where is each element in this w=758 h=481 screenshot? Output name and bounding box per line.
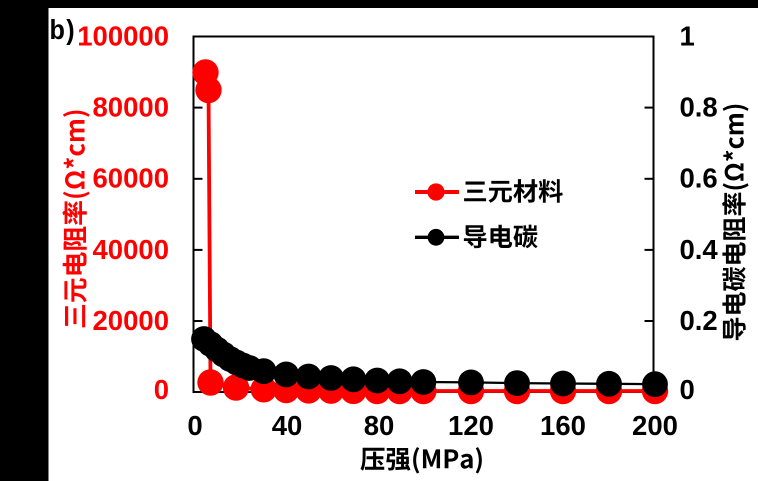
svg-text:80000: 80000 [93, 92, 169, 123]
svg-text:80: 80 [364, 410, 395, 441]
svg-text:0: 0 [154, 374, 169, 405]
svg-text:0.6: 0.6 [680, 163, 718, 194]
svg-text:0.4: 0.4 [680, 234, 719, 265]
svg-text:1: 1 [680, 20, 695, 51]
svg-text:160: 160 [540, 410, 586, 441]
svg-text:200: 200 [632, 410, 678, 441]
svg-text:0: 0 [680, 374, 695, 405]
svg-text:b): b) [50, 14, 76, 46]
svg-text:0: 0 [187, 410, 202, 441]
svg-text:0.2: 0.2 [680, 305, 718, 336]
svg-text:40000: 40000 [93, 234, 169, 265]
svg-text:0.8: 0.8 [680, 92, 718, 123]
svg-text:40: 40 [272, 410, 303, 441]
svg-text:120: 120 [448, 410, 494, 441]
svg-text:60000: 60000 [93, 163, 169, 194]
svg-text:100000: 100000 [77, 20, 169, 51]
svg-text:20000: 20000 [93, 305, 169, 336]
